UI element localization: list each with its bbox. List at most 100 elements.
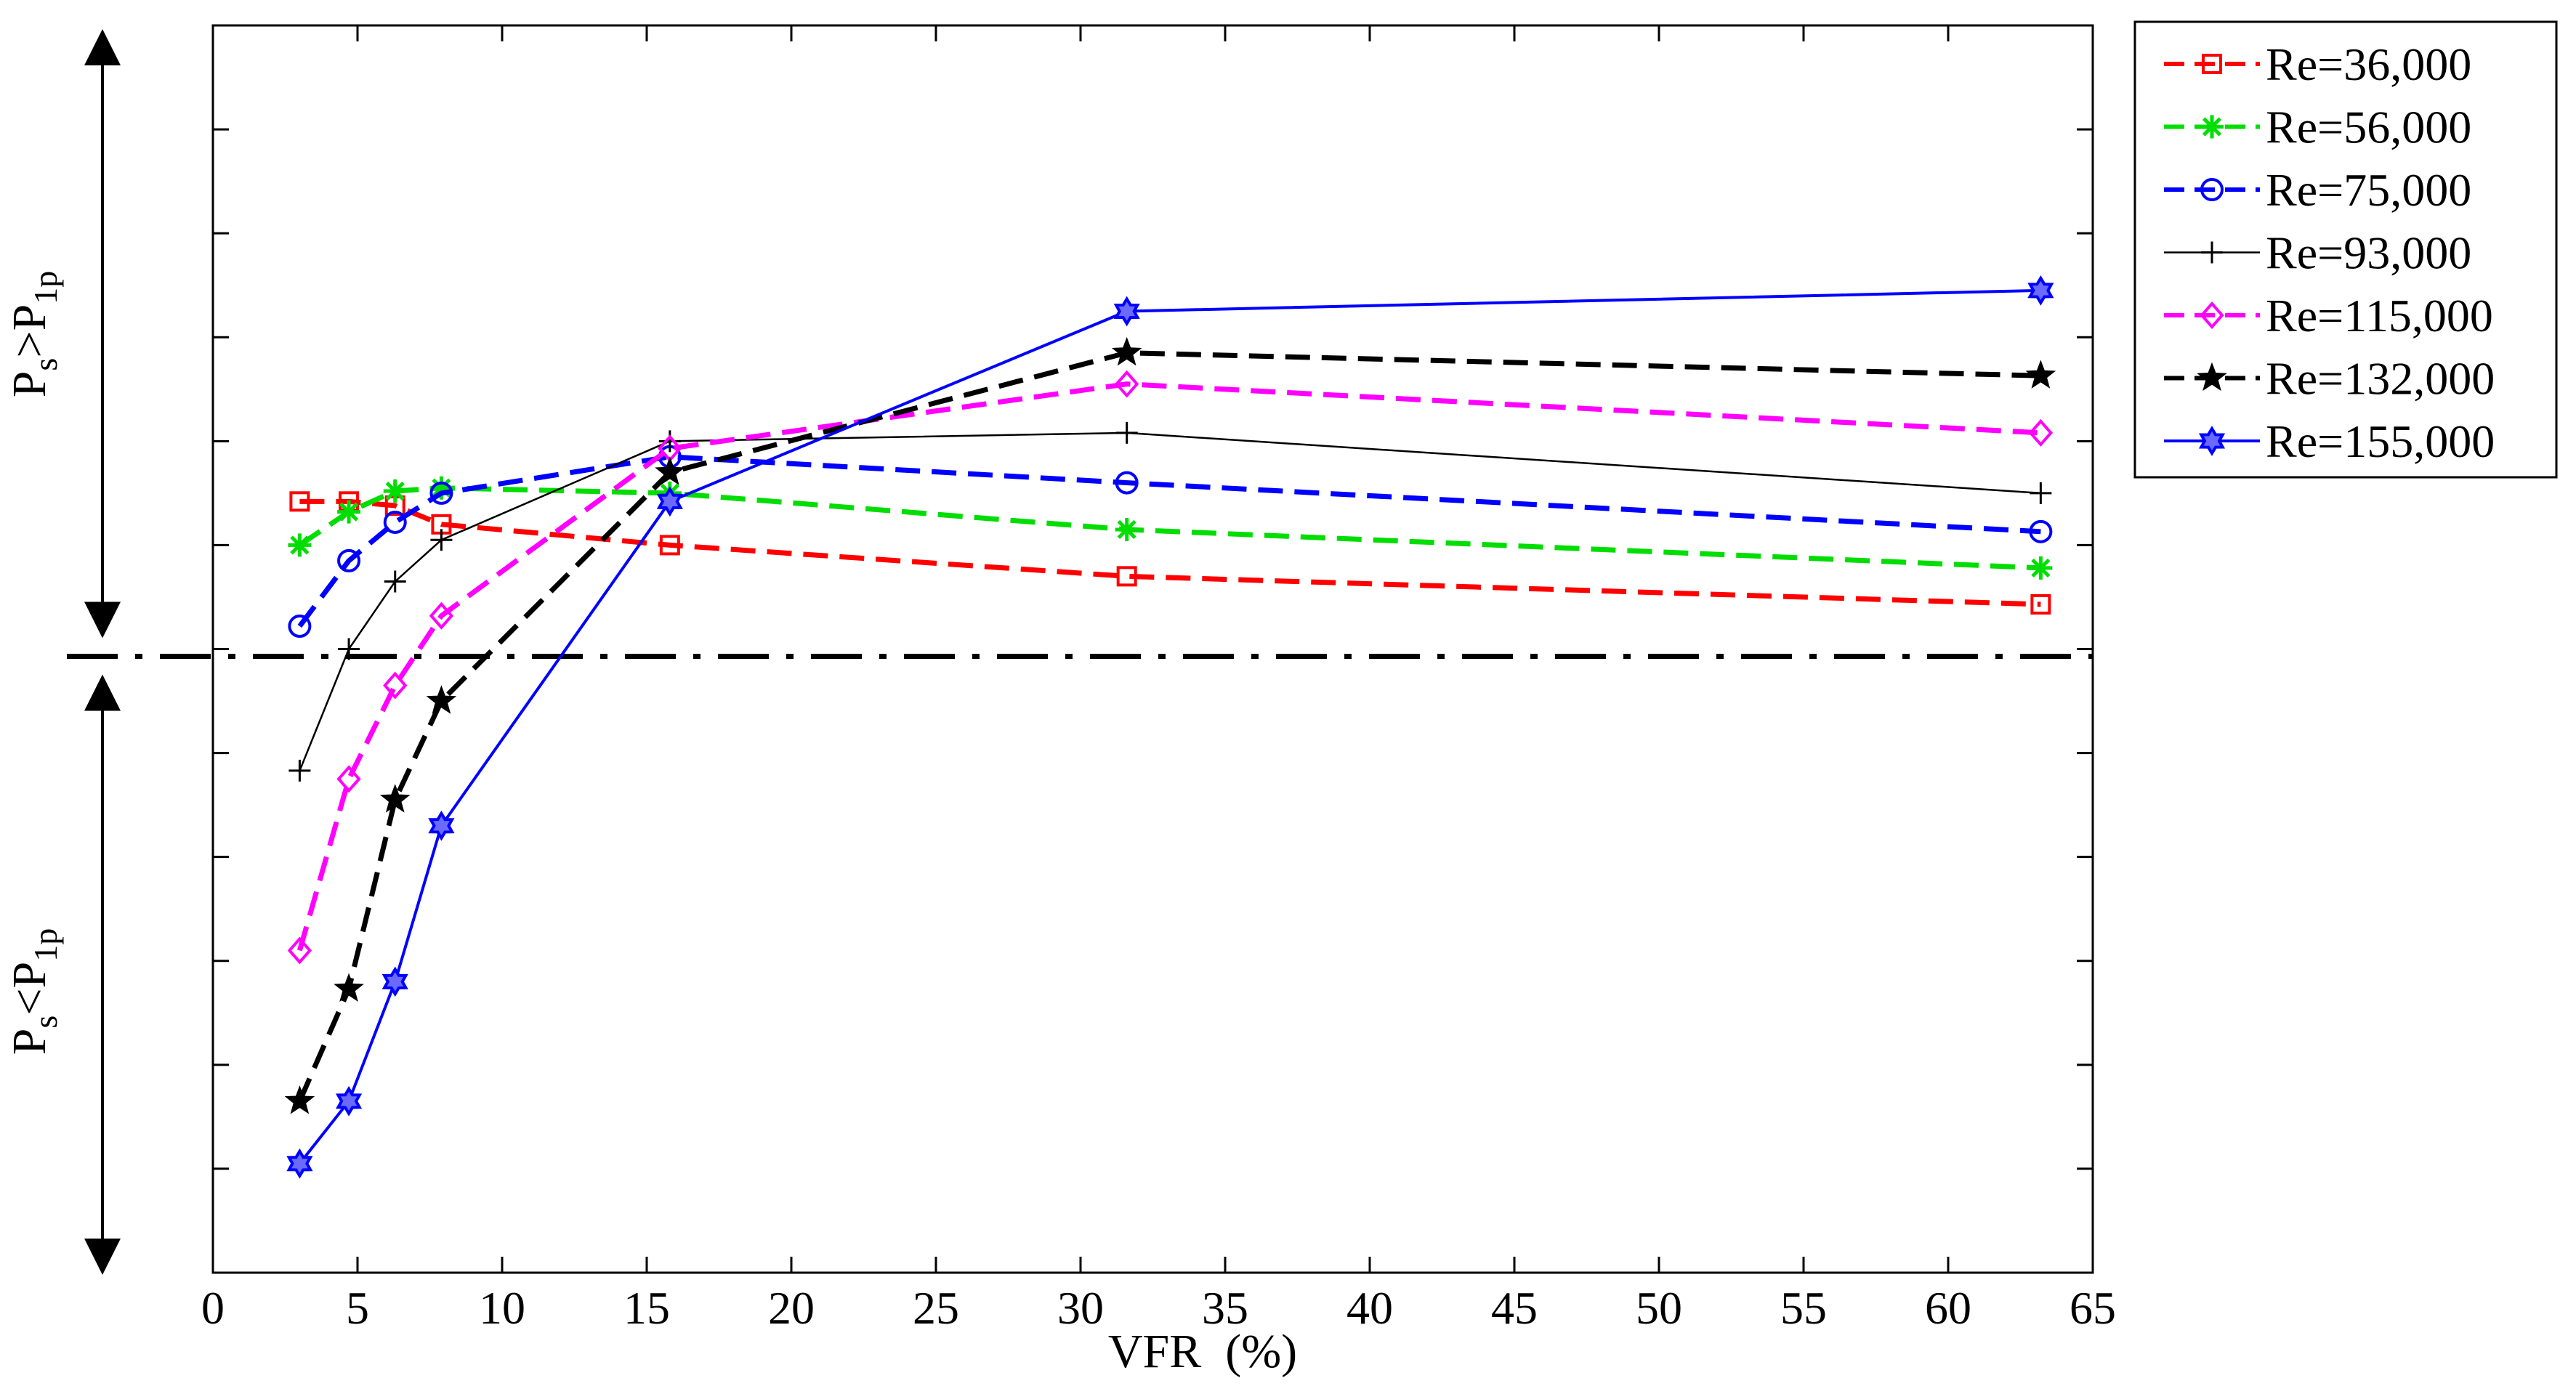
x-tick-label: 35 xyxy=(1202,1282,1248,1334)
series-line xyxy=(297,454,2041,628)
data-point xyxy=(288,759,311,782)
x-tick-label: 0 xyxy=(201,1282,225,1334)
data-point xyxy=(426,685,457,714)
data-point xyxy=(659,535,680,556)
legend-box xyxy=(2133,20,2558,479)
upper-arrow-head-up xyxy=(84,29,121,65)
data-point xyxy=(2028,418,2054,447)
data-point xyxy=(429,481,453,505)
data-point xyxy=(381,966,408,997)
data-point xyxy=(383,479,407,503)
x-tick-label: 55 xyxy=(1780,1282,1827,1334)
series-group xyxy=(284,275,2056,1179)
data-point xyxy=(656,486,683,517)
data-point xyxy=(2027,275,2054,306)
legend-label: Re=36,000 xyxy=(2266,39,2471,90)
data-point xyxy=(288,615,312,639)
x-tick-label: 50 xyxy=(1636,1282,1682,1334)
upper-arrow-head-down xyxy=(84,601,121,639)
data-point xyxy=(384,570,406,593)
data-point xyxy=(336,765,361,793)
data-point xyxy=(337,548,361,572)
data-point xyxy=(2029,519,2053,543)
lower-arrow-head-down xyxy=(84,1239,121,1275)
series-line xyxy=(297,350,2041,1103)
lower-arrow-head-up xyxy=(84,674,121,711)
data-point xyxy=(337,500,361,524)
legend-label: Re=155,000 xyxy=(2266,416,2495,467)
x-tick-label: 45 xyxy=(1491,1282,1538,1334)
x-tick-label: 20 xyxy=(768,1282,815,1334)
data-point xyxy=(335,1086,363,1117)
x-tick-label: 30 xyxy=(1057,1282,1104,1334)
data-point xyxy=(1115,370,1139,398)
data-point xyxy=(289,491,310,512)
legend-label: Re=93,000 xyxy=(2266,227,2471,279)
legend-label: Re=75,000 xyxy=(2266,164,2471,216)
series-line xyxy=(297,381,2041,952)
legend-label: Re=56,000 xyxy=(2266,102,2471,153)
series-6 xyxy=(284,336,2056,1114)
x-tick-label: 65 xyxy=(2070,1282,2116,1334)
plot-frame xyxy=(211,24,2094,1274)
data-point xyxy=(2029,556,2053,580)
series-7 xyxy=(286,275,2054,1179)
data-point xyxy=(658,430,681,453)
data-point xyxy=(1116,566,1137,587)
data-point xyxy=(428,810,455,841)
series-4 xyxy=(288,421,2052,782)
legend-label: Re=132,000 xyxy=(2266,353,2495,405)
legend-entry: Re=75,000 xyxy=(2164,164,2471,216)
data-point xyxy=(383,510,407,534)
data-point xyxy=(1111,336,1142,366)
data-point xyxy=(288,533,312,557)
axes xyxy=(211,24,2094,1274)
legend-entry: Re=56,000 xyxy=(2164,102,2471,153)
series-1 xyxy=(289,491,2051,615)
data-point xyxy=(284,1085,315,1114)
x-tick-label: 60 xyxy=(1925,1282,1971,1334)
legend-entry: Re=36,000 xyxy=(2164,39,2471,90)
legend-marker xyxy=(2200,178,2224,201)
data-point xyxy=(2030,593,2051,615)
data-point xyxy=(334,973,364,1002)
x-tick-label: 15 xyxy=(623,1282,670,1334)
legend-marker xyxy=(2200,115,2224,139)
data-point xyxy=(1113,296,1140,327)
data-point xyxy=(429,476,453,500)
legend: Re=36,000 Re=56,000 Re=75,000 Re=93,000 Re=1… xyxy=(2133,20,2558,479)
data-point xyxy=(1115,471,1139,495)
data-point xyxy=(430,529,453,551)
data-point xyxy=(655,456,685,485)
legend-entry: Re=132,000 xyxy=(2164,353,2495,405)
data-point xyxy=(1115,517,1139,541)
x-tick-label: 25 xyxy=(913,1282,959,1334)
legend-marker xyxy=(2197,362,2227,392)
data-point xyxy=(287,936,312,965)
legend-label: Re=115,000 xyxy=(2266,290,2493,341)
legend-entry: Re=115,000 xyxy=(2164,290,2493,341)
tick-labels: 0 5 10 15 20 25 30 35 40 45 50 55 60 65 xyxy=(201,1282,2116,1334)
data-point xyxy=(2030,482,2052,504)
data-point xyxy=(1115,421,1138,444)
legend-marker xyxy=(2198,426,2226,456)
x-tick-label: 40 xyxy=(1346,1282,1393,1334)
series-3 xyxy=(288,445,2053,639)
region-indicators: Ps>P1p Ps<P1p xyxy=(3,29,121,1275)
legend-entry: Re=155,000 xyxy=(2164,416,2495,467)
x-tick-label: 10 xyxy=(479,1282,525,1334)
legend-marker xyxy=(2201,241,2223,264)
data-point xyxy=(383,671,408,700)
x-tick-label: 5 xyxy=(346,1282,369,1334)
lower-region-label: Ps<P1p xyxy=(3,928,64,1055)
upper-region-label: Ps>P1p xyxy=(3,271,64,398)
legend-marker xyxy=(2202,54,2222,74)
data-point xyxy=(286,1148,313,1179)
x-axis-label: VFR (%) xyxy=(1108,1325,1297,1378)
data-point xyxy=(429,601,454,630)
data-point xyxy=(2025,360,2056,389)
legend-entry: Re=93,000 xyxy=(2164,227,2471,279)
data-point xyxy=(338,638,360,660)
